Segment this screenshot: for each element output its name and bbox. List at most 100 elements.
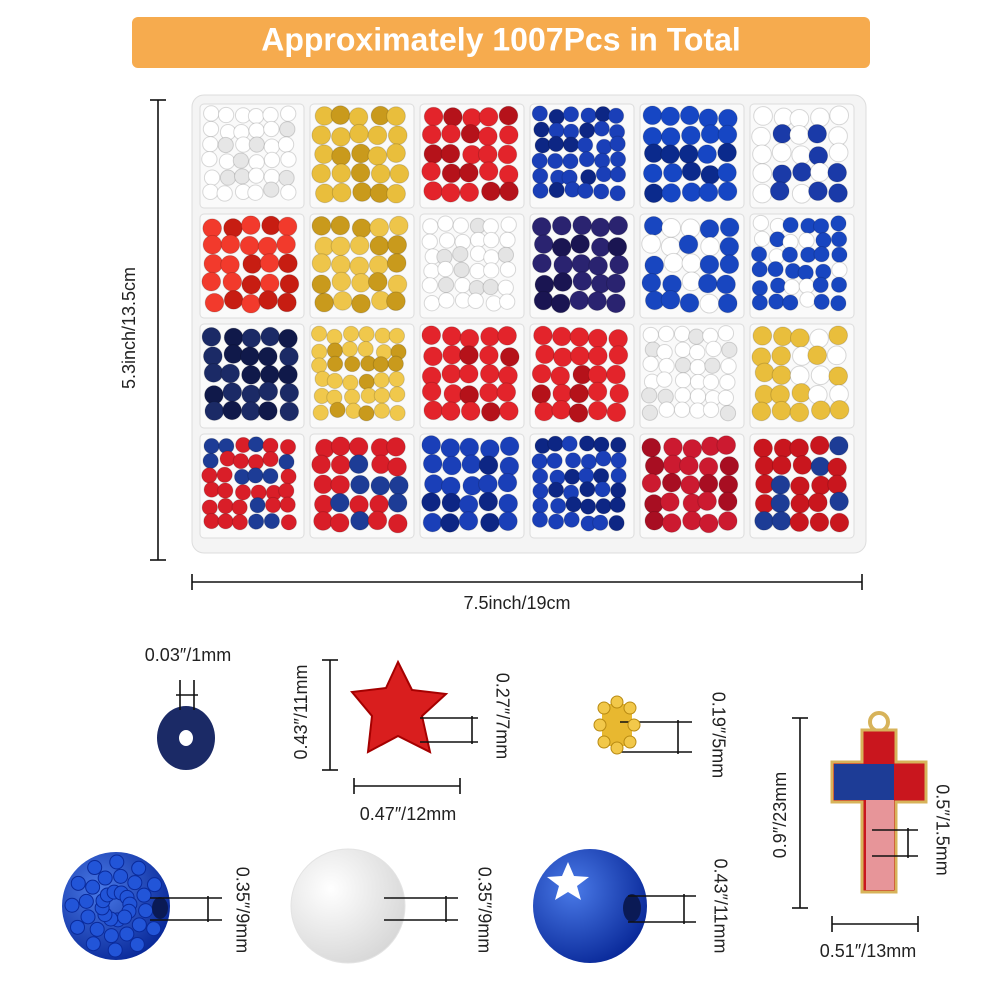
bead <box>641 387 658 404</box>
bead <box>697 273 718 294</box>
bead <box>259 253 280 273</box>
bead <box>577 182 594 199</box>
bead <box>247 184 264 201</box>
berry-bump <box>89 921 105 937</box>
bead <box>547 481 565 499</box>
bead <box>578 435 596 452</box>
bead <box>681 125 701 146</box>
bead <box>331 146 351 166</box>
bead <box>578 467 595 484</box>
bead <box>792 162 812 182</box>
berry-bump <box>97 870 113 886</box>
bead <box>829 399 850 420</box>
bead <box>477 144 498 165</box>
bead <box>689 388 707 405</box>
bead <box>276 234 296 255</box>
bead <box>587 291 607 312</box>
bead <box>609 166 627 183</box>
bead <box>483 262 500 279</box>
bead <box>314 292 335 313</box>
bead <box>332 291 353 311</box>
bead <box>609 383 630 404</box>
bead <box>662 162 683 183</box>
bead <box>771 365 792 385</box>
bead <box>721 341 738 359</box>
bead <box>751 401 772 422</box>
berry-bump <box>87 860 103 876</box>
bead <box>389 163 410 184</box>
bead <box>550 497 567 515</box>
bead <box>717 389 734 406</box>
bead <box>769 277 787 294</box>
title-banner <box>132 17 870 68</box>
bead <box>656 371 673 388</box>
bead <box>216 466 233 483</box>
bead <box>809 162 830 183</box>
bead <box>202 183 219 200</box>
bead <box>595 498 612 515</box>
bead <box>349 123 369 144</box>
bead <box>673 325 691 343</box>
bead <box>797 264 814 281</box>
bead <box>808 146 829 166</box>
berry-bump <box>117 909 133 925</box>
bead <box>790 476 810 496</box>
bead <box>479 345 499 366</box>
bead <box>388 371 405 388</box>
bead <box>280 105 297 122</box>
bead <box>498 365 518 386</box>
bead <box>478 491 499 512</box>
bead <box>770 475 791 495</box>
bead <box>827 474 847 495</box>
berry-bump <box>70 919 86 935</box>
bead <box>329 512 350 533</box>
bead <box>595 166 613 183</box>
berry-bump <box>146 921 162 937</box>
bead <box>387 355 404 372</box>
bead <box>261 215 281 236</box>
bead <box>349 235 370 256</box>
bead <box>277 216 298 237</box>
bead <box>220 234 241 255</box>
bead <box>768 293 785 310</box>
bead <box>815 263 832 280</box>
bead <box>280 468 297 485</box>
bead <box>204 292 225 313</box>
bead <box>752 214 769 232</box>
bead <box>203 363 224 383</box>
bead <box>478 107 499 127</box>
bead <box>719 374 736 391</box>
bead <box>372 356 390 373</box>
bead <box>830 295 847 312</box>
bead <box>387 513 408 534</box>
bead <box>531 511 549 528</box>
bead <box>681 161 702 182</box>
bead <box>459 437 480 458</box>
bead <box>452 245 469 263</box>
bead <box>642 105 663 126</box>
bead <box>499 456 520 477</box>
bead <box>658 325 675 343</box>
bead <box>569 383 589 404</box>
bead <box>641 473 662 493</box>
star-height-label: 0.43″/11mm <box>291 664 311 759</box>
bead <box>807 123 828 144</box>
bead <box>279 496 296 513</box>
bead <box>369 235 390 256</box>
bead <box>718 474 739 495</box>
bead <box>311 253 332 273</box>
bead <box>531 453 548 470</box>
bead <box>438 232 456 249</box>
bead <box>280 151 297 168</box>
bead <box>421 381 442 402</box>
bead <box>234 484 252 501</box>
compartments <box>199 103 855 539</box>
bead <box>572 215 593 236</box>
bead <box>531 384 552 404</box>
bead <box>546 452 563 469</box>
bead <box>717 293 738 314</box>
bead <box>497 279 514 296</box>
bead <box>440 438 461 458</box>
bead <box>387 235 408 255</box>
bead <box>259 364 280 385</box>
